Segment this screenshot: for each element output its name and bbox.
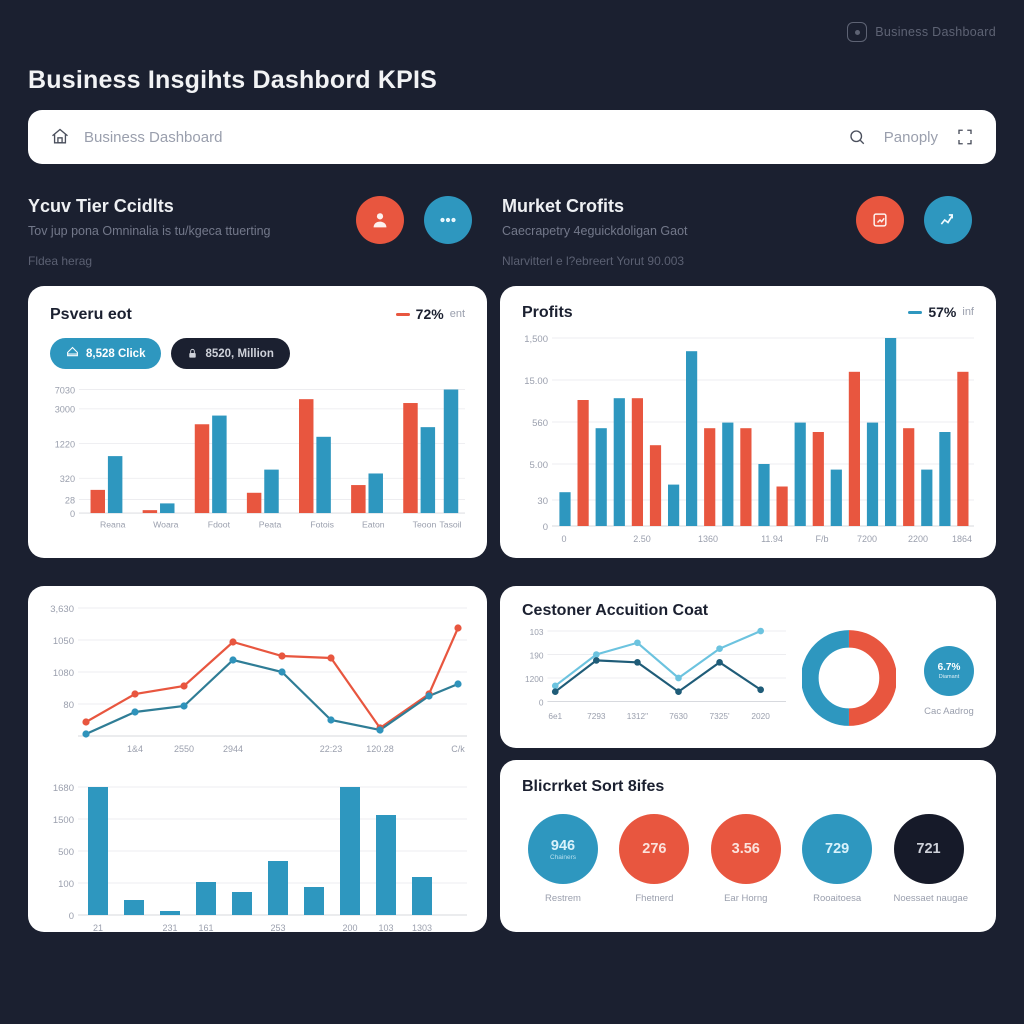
svg-text:7200: 7200 [857,534,877,544]
svg-text:2200: 2200 [908,534,928,544]
svg-text:1680: 1680 [53,783,74,794]
svg-text:100: 100 [58,879,74,890]
svg-text:190: 190 [530,650,544,660]
svg-text:C/k: C/k [451,744,465,754]
svg-text:1050: 1050 [53,636,74,647]
svg-text:3,630: 3,630 [50,604,74,615]
svg-text:1864: 1864 [952,534,972,544]
svg-text:103: 103 [378,923,393,933]
svg-text:1500: 1500 [53,815,74,826]
svg-text:0: 0 [70,509,75,519]
svg-text:0: 0 [69,911,74,922]
svg-text:500: 500 [58,847,74,858]
svg-text:253: 253 [270,923,285,933]
svg-text:120.28: 120.28 [366,744,394,754]
svg-text:Woara: Woara [153,520,179,530]
svg-text:Tasoil: Tasoil [439,520,461,530]
svg-text:1200: 1200 [525,674,544,684]
svg-text:11.94: 11.94 [761,534,783,544]
svg-text:161: 161 [198,923,213,933]
svg-text:103: 103 [530,627,544,637]
svg-text:Fotois: Fotois [310,520,334,530]
svg-text:1312": 1312" [627,711,648,721]
svg-text:2020: 2020 [751,711,770,721]
svg-text:80: 80 [63,700,74,711]
svg-text:1360: 1360 [698,534,718,544]
svg-text:F/b: F/b [815,534,828,544]
svg-text:0: 0 [543,522,548,533]
svg-text:30: 30 [537,496,548,507]
svg-text:7030: 7030 [55,385,75,395]
svg-text:7293: 7293 [587,711,606,721]
svg-text:560: 560 [532,418,548,429]
svg-text:0: 0 [539,697,544,707]
svg-text:Eaton: Eaton [362,520,385,530]
svg-text:1220: 1220 [55,439,75,449]
svg-text:5.00: 5.00 [530,460,549,471]
svg-text:1080: 1080 [53,668,74,679]
svg-text:28: 28 [65,495,75,505]
svg-text:7325': 7325' [710,711,730,721]
svg-text:7630: 7630 [669,711,688,721]
svg-text:Reana: Reana [100,520,126,530]
svg-text:22:23: 22:23 [320,744,343,754]
svg-text:1303: 1303 [412,923,432,933]
svg-text:Peata: Peata [259,520,282,530]
svg-text:0: 0 [561,534,566,544]
svg-text:2.50: 2.50 [633,534,651,544]
svg-text:3000: 3000 [55,405,75,415]
svg-text:Teoon: Teoon [413,520,437,530]
svg-text:231: 231 [162,923,177,933]
svg-text:320: 320 [60,474,75,484]
svg-text:6e1: 6e1 [548,711,562,721]
svg-text:21: 21 [93,923,103,933]
svg-text:1&4: 1&4 [127,744,143,754]
svg-text:1,500: 1,500 [524,334,548,345]
svg-text:15.00: 15.00 [524,376,548,387]
svg-text:2550: 2550 [174,744,194,754]
svg-text:200: 200 [342,923,357,933]
svg-text:2944: 2944 [223,744,243,754]
svg-text:Fdoot: Fdoot [208,520,231,530]
